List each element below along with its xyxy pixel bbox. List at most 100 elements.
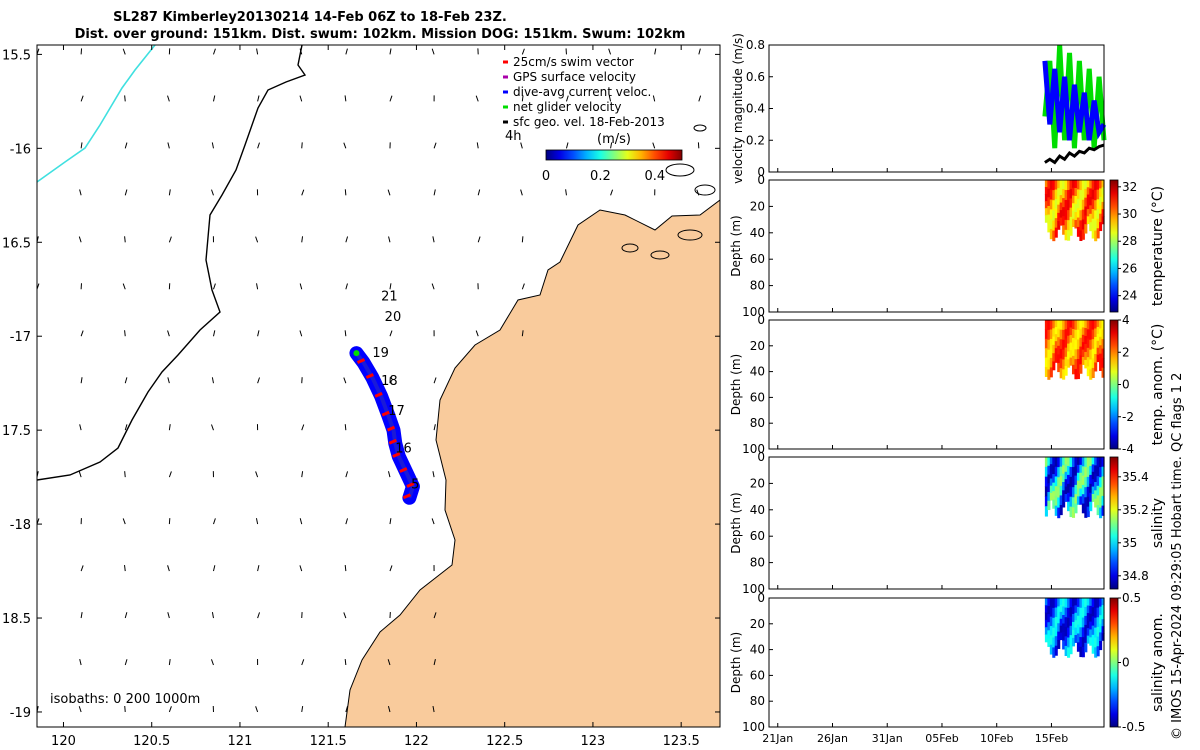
sfc-velocity-arrow	[257, 565, 260, 572]
sfc-velocity-arrow	[344, 565, 347, 572]
section-cell	[1054, 327, 1058, 335]
dive-avg-current-track	[354, 351, 415, 499]
section-cell	[1096, 199, 1100, 210]
section-cell	[1059, 329, 1063, 340]
section-cell	[1101, 187, 1105, 196]
section-cell	[1096, 333, 1100, 342]
section-cell	[1079, 180, 1083, 191]
section-cell	[1084, 180, 1088, 190]
track-start-marker	[353, 350, 360, 357]
map-x-tick-label: 123.5	[663, 734, 700, 749]
section-cell	[1094, 320, 1098, 329]
section-cell	[1074, 203, 1078, 213]
section-colorbar-tick-label: 35.2	[1122, 503, 1149, 517]
section-cell	[1059, 598, 1063, 606]
sfc-velocity-arrow	[167, 612, 170, 619]
section-cell	[1099, 222, 1103, 232]
section-cell	[1052, 482, 1056, 492]
sfc-velocity-arrow	[521, 283, 525, 290]
section-cell	[1094, 598, 1098, 609]
section-cell	[1047, 223, 1051, 233]
section-cell	[1054, 227, 1058, 238]
section-cell	[1052, 627, 1056, 639]
section-cell	[1074, 211, 1078, 221]
map-frame	[36, 44, 721, 728]
sfc-velocity-arrow	[299, 330, 303, 337]
section-cell	[1081, 327, 1085, 336]
sfc-velocity-arrow	[257, 330, 260, 337]
section-cell	[1059, 187, 1063, 196]
section-cell	[1091, 598, 1095, 608]
section-cell	[1089, 329, 1093, 341]
section-cell	[1054, 355, 1058, 363]
sfc-velocity-arrow	[433, 424, 436, 431]
section-cell	[1091, 320, 1095, 331]
section-cell	[1047, 339, 1051, 351]
section-cell	[1081, 457, 1085, 467]
section-cell	[1096, 180, 1100, 191]
section-cell	[1062, 320, 1066, 331]
sfc-velocity-arrow	[168, 471, 172, 478]
section-cell	[1049, 471, 1053, 480]
section-cell	[1044, 367, 1048, 377]
sfc-velocity-arrow	[124, 95, 126, 102]
section-cell	[1052, 598, 1056, 609]
isobaths-label: isobaths: 0 200 1000m	[50, 692, 200, 707]
section-cell	[1091, 479, 1095, 488]
section-cell	[1047, 465, 1051, 476]
section-cell	[1067, 351, 1071, 360]
section-cell	[1074, 494, 1078, 505]
velocity-y-tick-label: 0.2	[746, 133, 765, 147]
section-cell	[1062, 631, 1066, 641]
sfc-velocity-arrow	[698, 95, 702, 102]
section-cell	[1094, 210, 1098, 221]
section-cell	[1081, 209, 1085, 221]
section-cell	[1081, 475, 1085, 486]
section-cell	[1064, 219, 1068, 231]
sfc-velocity-arrow	[301, 189, 305, 196]
section-cell	[1054, 334, 1058, 342]
sfc-velocity-arrow	[255, 236, 259, 243]
section-cell	[1091, 189, 1095, 200]
sfc-velocity-arrow	[124, 236, 126, 243]
sfc-velocity-arrow	[167, 377, 170, 384]
section-cell	[1099, 457, 1103, 468]
sfc-velocity-arrow	[124, 659, 128, 666]
swim-vector	[388, 438, 397, 445]
island-outline	[621, 243, 639, 253]
isobath-contour	[37, 45, 156, 183]
section-cell	[1091, 471, 1095, 480]
sfc-velocity-arrow	[124, 330, 126, 337]
track-day-label: 16	[395, 442, 412, 457]
section-cell	[1091, 464, 1095, 473]
track-day-label: 17	[388, 404, 405, 419]
section-cell	[1084, 615, 1088, 626]
section-cell	[1064, 636, 1068, 647]
depth-panel-frame	[768, 456, 1105, 590]
section-cell	[1091, 493, 1095, 502]
section-cell	[1062, 329, 1066, 341]
section-cell	[1091, 228, 1095, 239]
section-cell	[1071, 355, 1076, 366]
section-cell	[1069, 350, 1073, 359]
section-cell	[1059, 457, 1063, 468]
section-colorbar-tick-label: 32	[1122, 180, 1137, 194]
section-cell	[1079, 328, 1083, 339]
section-cell	[1047, 622, 1051, 631]
section-cell	[1059, 358, 1063, 369]
section-cell	[1094, 490, 1098, 500]
sfc-velocity-arrow	[345, 236, 349, 243]
section-cell	[1074, 187, 1078, 197]
section-cell	[1044, 506, 1048, 517]
section-cell	[1057, 477, 1061, 488]
section-cell	[1086, 338, 1090, 349]
section-cell	[1096, 218, 1100, 229]
section-cell	[1081, 189, 1085, 201]
track-day-label: 5	[411, 477, 419, 492]
section-cell	[1079, 607, 1083, 619]
section-cell	[1047, 214, 1051, 224]
section-cell	[1062, 180, 1066, 190]
sfc-velocity-arrow	[122, 283, 126, 290]
section-cell	[1089, 320, 1093, 331]
section-cell	[1054, 320, 1058, 328]
